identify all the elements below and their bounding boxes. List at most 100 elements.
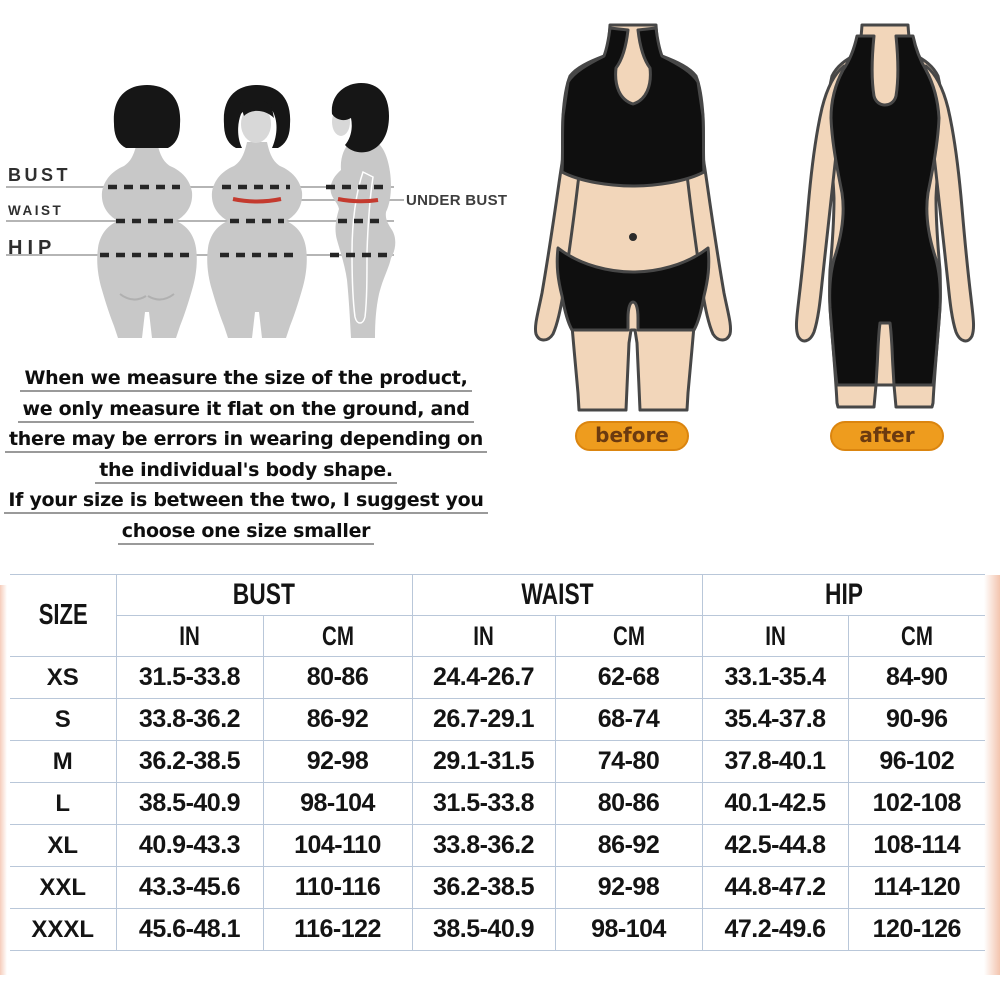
size-cell: L [9,782,117,825]
size-table-grid: SIZE BUST WAIST HIP IN CM IN CM IN CM XS… [9,574,986,951]
table-row: XS 31.5-33.8 80-86 24.4-26.7 62-68 33.1-… [9,656,986,699]
front-view-face [241,105,271,143]
waist-in-cell: 31.5-33.8 [411,782,556,825]
note-line-text: there may be errors in wearing depending… [4,428,488,453]
bust-group-header: BUST [115,574,413,616]
bust-cm-cell: 110-116 [262,866,413,909]
table-row: S 33.8-36.2 86-92 26.7-29.1 68-74 35.4-3… [9,698,986,741]
hip-in-cell: 37.8-40.1 [701,740,849,783]
hip-cm-cell: 96-102 [847,740,986,783]
hip-cm-cell: 102-108 [847,782,986,825]
waist-header-label: WAIST [520,578,594,611]
table-group-header-row: SIZE BUST WAIST HIP [9,574,986,657]
measurement-note: When we measure the size of the product,… [0,363,492,546]
bust-cm-cell: 98-104 [262,782,413,825]
waist-group-header: WAIST [411,574,703,616]
hip-in-cell: 47.2-49.6 [701,908,849,951]
size-cell: XXL [9,866,117,909]
bust-in-cell: 40.9-43.3 [115,824,264,867]
hip-in-cell: 42.5-44.8 [701,824,849,867]
hip-in-cell: 33.1-35.4 [701,656,849,699]
side-view-hair [331,83,389,153]
waist-in-cell: 24.4-26.7 [411,656,556,699]
waist-cm-cell: 80-86 [554,782,703,825]
before-figure [534,23,732,412]
unit-label: CM [612,620,645,651]
table-unit-header-row: IN CM IN CM IN CM [10,615,986,657]
size-cell: M [9,740,117,783]
note-line: If your size is between the two, I sugge… [0,485,492,516]
bust-cm-cell: 80-86 [262,656,413,699]
table-row: XXXL 45.6-48.1 116-122 38.5-40.9 98-104 … [9,908,986,951]
bust-cm-cell: 86-92 [262,698,413,741]
size-table: SIZE BUST WAIST HIP IN CM IN CM IN CM XS… [9,574,986,951]
note-line: When we measure the size of the product, [0,363,492,394]
hip-in-cell: 40.1-42.5 [701,782,849,825]
after-badge: after [830,421,944,451]
hip-cm-cell: 84-90 [847,656,986,699]
underbust-red-side [337,197,379,204]
size-column-header: SIZE [9,574,117,657]
hip-in-cell: 44.8-47.2 [701,866,849,909]
note-line-text: When we measure the size of the product, [20,367,472,392]
measure-dash-marks [100,184,390,258]
bust-cm-cell: 104-110 [262,824,413,867]
hip-label: HIP [8,237,57,259]
after-figure [794,23,976,409]
before-navel [629,233,637,241]
unit-label: CM [900,620,933,651]
table-row: XL 40.9-43.3 104-110 33.8-36.2 86-92 42.… [9,824,986,867]
note-line: choose one size smaller [0,516,492,547]
hip-in-cell: 35.4-37.8 [701,698,849,741]
waist-in-header: IN [411,615,556,657]
note-line: there may be errors in wearing depending… [0,424,492,455]
waist-cm-cell: 62-68 [554,656,703,699]
waist-cm-cell: 68-74 [554,698,703,741]
note-line-text: we only measure it flat on the ground, a… [18,397,474,423]
measurement-figures-illustration [6,83,404,338]
unit-label: IN [473,620,494,651]
bust-cm-cell: 116-122 [262,908,413,951]
bust-in-cell: 45.6-48.1 [115,908,264,951]
back-view-hair [113,85,181,148]
size-cell: XXXL [9,908,117,951]
waist-cm-cell: 86-92 [554,824,703,867]
hip-cm-cell: 90-96 [847,698,986,741]
front-view-hair-fringe [240,99,274,118]
hip-group-header: HIP [701,574,986,616]
figure-front-view [207,85,307,338]
bust-header-label: BUST [232,578,296,611]
size-cell: XS [9,656,117,699]
after-bodysuit [828,34,942,387]
underbust-red-front [232,197,282,204]
size-cell: S [9,698,117,741]
waist-in-cell: 36.2-38.5 [411,866,556,909]
note-line: we only measure it flat on the ground, a… [0,394,492,425]
waist-cm-cell: 74-80 [554,740,703,783]
note-line-text: choose one size smaller [117,519,375,545]
waist-in-cell: 38.5-40.9 [411,908,556,951]
hip-cm-header: CM [847,615,986,657]
figure-back-view [97,85,197,338]
bust-in-cell: 31.5-33.8 [115,656,264,699]
unit-label: CM [321,620,354,651]
right-edge-tint [984,575,1000,975]
back-view-butt-crease [119,293,175,301]
hip-cm-cell: 120-126 [847,908,986,951]
bust-in-cell: 43.3-45.6 [115,866,264,909]
side-view-arm [351,170,374,324]
waist-in-cell: 26.7-29.1 [411,698,556,741]
before-badge: before [575,421,689,451]
before-after-illustration [534,23,976,412]
note-line: the individual's body shape. [0,455,492,486]
size-cell: XL [9,824,117,867]
hip-cm-cell: 108-114 [847,824,986,867]
back-view-body [97,142,197,338]
waist-cm-cell: 92-98 [554,866,703,909]
hip-cm-cell: 114-120 [847,866,986,909]
bust-in-cell: 33.8-36.2 [115,698,264,741]
waist-cm-header: CM [554,615,703,657]
table-row: M 36.2-38.5 92-98 29.1-31.5 74-80 37.8-4… [9,740,986,783]
front-view-body [207,142,307,338]
front-view-hair [223,85,291,148]
